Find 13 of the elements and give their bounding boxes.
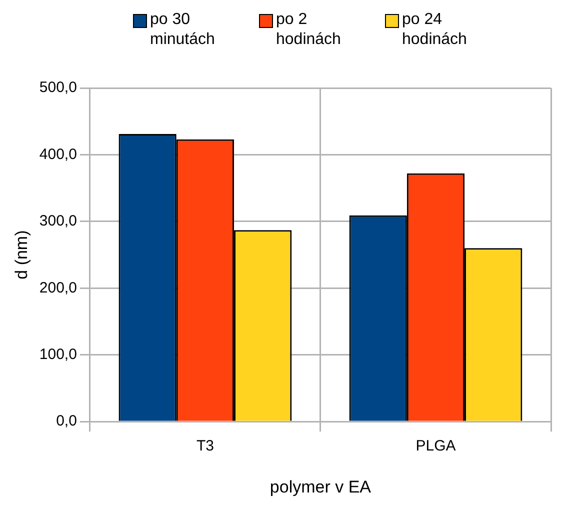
y-axis-title: d (nm): [12, 230, 31, 280]
legend-label: po 30 minutách: [150, 10, 216, 50]
y-tick-label: 100,0: [39, 346, 77, 364]
y-tick-label: 300,0: [39, 212, 77, 230]
y-tick-label: 500,0: [39, 79, 77, 96]
x-axis-title: polymer v EA: [270, 477, 372, 496]
legend-label: po 24 hodinách: [402, 10, 468, 50]
legend-label: po 2 hodinách: [276, 10, 342, 50]
x-tick-label: PLGA: [416, 438, 456, 455]
y-tick-label: 0,0: [56, 412, 77, 430]
x-tick-label: T3: [196, 438, 214, 455]
y-tick-label: 400,0: [39, 146, 77, 163]
y-tick-label: 200,0: [39, 279, 77, 296]
